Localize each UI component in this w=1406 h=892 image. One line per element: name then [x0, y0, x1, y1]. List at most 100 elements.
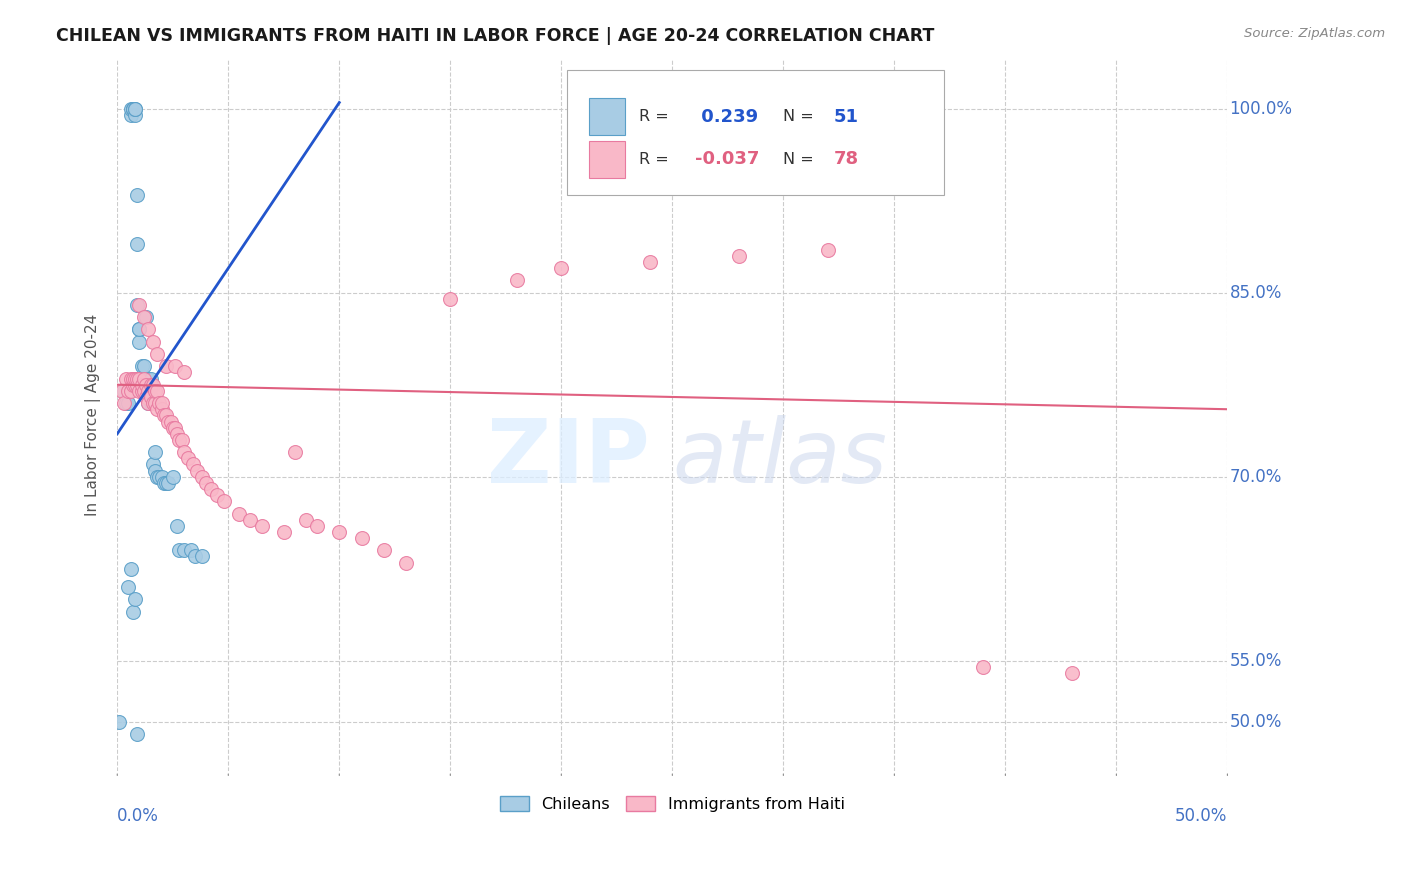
Point [972, 660, 994, 674]
Text: 100.0%: 100.0% [1230, 100, 1292, 118]
Point [155, 359, 177, 374]
Point [108, 714, 131, 729]
Point [295, 513, 318, 527]
Point [128, 322, 150, 336]
Point [173, 366, 195, 380]
Point [124, 102, 146, 116]
Point [138, 371, 160, 385]
Point [128, 334, 150, 349]
Point [121, 102, 143, 116]
Point [127, 236, 149, 251]
Text: N =: N = [783, 152, 814, 167]
Point [155, 475, 177, 490]
Text: 0.0%: 0.0% [117, 806, 159, 825]
Point [157, 415, 180, 429]
Point [205, 488, 228, 502]
Y-axis label: In Labor Force | Age 20-24: In Labor Force | Age 20-24 [86, 314, 101, 516]
Point [228, 507, 250, 521]
FancyBboxPatch shape [589, 98, 624, 135]
Text: CHILEAN VS IMMIGRANTS FROM HAITI IN LABOR FORCE | AGE 20-24 CORRELATION CHART: CHILEAN VS IMMIGRANTS FROM HAITI IN LABO… [56, 27, 935, 45]
Point [142, 396, 165, 410]
Point [166, 426, 188, 441]
Point [127, 298, 149, 312]
Point [117, 580, 139, 594]
Text: -0.037: -0.037 [695, 150, 759, 169]
Point [127, 187, 149, 202]
Text: R =: R = [640, 152, 669, 167]
Text: ZIP: ZIP [488, 415, 650, 501]
Point [139, 390, 162, 404]
Point [124, 102, 146, 116]
Point [135, 377, 157, 392]
Point [112, 396, 135, 410]
Text: N =: N = [783, 109, 814, 124]
Point [250, 518, 273, 533]
Point [169, 543, 191, 558]
Point [395, 556, 418, 570]
Point [135, 384, 157, 398]
Point [115, 371, 138, 385]
Point [132, 371, 155, 385]
Point [135, 377, 157, 392]
Text: 85.0%: 85.0% [1230, 284, 1282, 301]
Point [638, 255, 661, 269]
Text: Source: ZipAtlas.com: Source: ZipAtlas.com [1244, 27, 1385, 40]
Point [162, 420, 184, 434]
Point [163, 359, 186, 374]
Point [111, 384, 134, 398]
Point [124, 592, 146, 607]
Point [139, 396, 162, 410]
Point [132, 377, 155, 392]
Point [120, 108, 142, 122]
Point [127, 371, 149, 385]
Point [138, 384, 160, 398]
Text: 70.0%: 70.0% [1230, 467, 1282, 486]
Text: 78: 78 [834, 150, 859, 169]
Point [132, 384, 155, 398]
Text: 50.0%: 50.0% [1175, 806, 1227, 825]
Point [307, 518, 329, 533]
Point [146, 384, 169, 398]
Point [506, 273, 529, 287]
Point [148, 396, 170, 410]
Point [239, 513, 262, 527]
Point [146, 402, 169, 417]
Point [121, 102, 143, 116]
Point [138, 396, 160, 410]
Point [180, 543, 202, 558]
Point [128, 322, 150, 336]
Text: 51: 51 [834, 108, 858, 126]
Point [139, 377, 162, 392]
Point [143, 396, 166, 410]
Point [1060, 665, 1083, 680]
Point [139, 371, 162, 385]
Text: 50.0%: 50.0% [1230, 713, 1282, 731]
Point [150, 396, 173, 410]
Point [159, 415, 181, 429]
Point [150, 402, 173, 417]
Point [124, 377, 146, 392]
Point [112, 384, 135, 398]
Point [550, 261, 572, 276]
Point [173, 445, 195, 459]
Point [200, 482, 222, 496]
Point [212, 494, 235, 508]
Point [131, 384, 153, 398]
Point [121, 102, 143, 116]
Point [121, 371, 143, 385]
Point [273, 524, 295, 539]
Point [184, 549, 207, 564]
FancyBboxPatch shape [589, 141, 624, 178]
Text: 55.0%: 55.0% [1230, 652, 1282, 670]
Point [135, 310, 157, 325]
Point [117, 396, 139, 410]
Point [120, 371, 142, 385]
Point [143, 445, 166, 459]
Point [195, 475, 218, 490]
Legend: Chileans, Immigrants from Haiti: Chileans, Immigrants from Haiti [492, 788, 852, 820]
Point [143, 464, 166, 478]
Point [146, 347, 169, 361]
Point [170, 433, 193, 447]
Text: R =: R = [640, 109, 669, 124]
Point [138, 396, 160, 410]
